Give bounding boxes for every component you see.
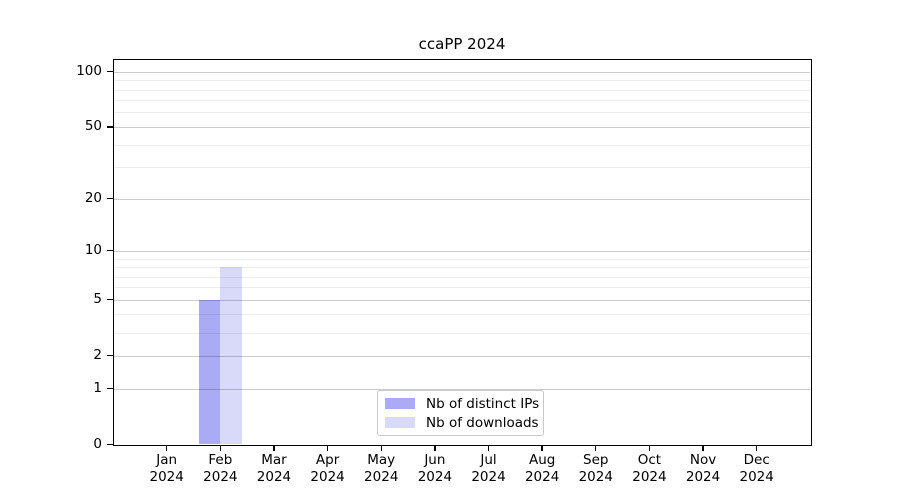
gridline-minor bbox=[114, 258, 810, 260]
x-tick-mark bbox=[380, 446, 382, 451]
x-tick-mark bbox=[755, 446, 758, 451]
x-tick-year: 2024 bbox=[578, 468, 613, 485]
x-tick-month: Jul bbox=[480, 452, 497, 468]
gridline-major bbox=[114, 299, 810, 301]
gridline-major bbox=[114, 71, 810, 73]
gridline-minor bbox=[114, 267, 810, 268]
gridline-major bbox=[114, 126, 810, 128]
y-tick-label: 2 bbox=[93, 347, 102, 364]
x-tick-year: 2024 bbox=[310, 468, 345, 485]
x-tick-month: Apr bbox=[315, 452, 340, 468]
bar-downloads bbox=[220, 267, 242, 445]
gridline-major bbox=[114, 355, 810, 357]
x-tick-month: Sep bbox=[583, 452, 609, 468]
gridline-minor bbox=[114, 100, 810, 102]
gridline-minor bbox=[114, 276, 810, 278]
x-tick-month: Dec bbox=[743, 452, 770, 468]
x-tick-mark bbox=[648, 446, 651, 451]
y-tick-label: 50 bbox=[84, 118, 102, 135]
x-tick-year: 2024 bbox=[203, 468, 238, 485]
gridline-minor bbox=[114, 332, 810, 334]
legend: Nb of distinct IPs Nb of downloads bbox=[377, 390, 544, 436]
x-tick-mark bbox=[273, 446, 275, 451]
gridline-minor bbox=[114, 80, 810, 82]
x-tick-label: Jul 2024 bbox=[457, 452, 521, 485]
legend-swatch-downloads-icon bbox=[385, 417, 415, 428]
gridline-minor bbox=[114, 144, 810, 146]
x-tick-label: Nov 2024 bbox=[671, 452, 735, 485]
x-tick-mark bbox=[541, 446, 543, 451]
x-tick-label: Dec 2024 bbox=[725, 452, 789, 485]
x-tick-label: Aug 2024 bbox=[510, 452, 574, 485]
y-tick-label: 20 bbox=[84, 190, 102, 207]
x-tick-label: Oct 2024 bbox=[617, 452, 681, 485]
legend-label-distinct-ips: Nb of distinct IPs bbox=[426, 395, 540, 412]
x-tick-month: Nov bbox=[689, 452, 717, 468]
x-tick-mark bbox=[219, 446, 222, 451]
x-tick-month: Feb bbox=[208, 452, 233, 468]
legend-label-downloads: Nb of downloads bbox=[426, 414, 539, 431]
x-tick-month: Jun bbox=[424, 452, 446, 468]
y-tick-label: 10 bbox=[84, 242, 102, 259]
gridline-major bbox=[114, 198, 810, 200]
bar-distinct-ips bbox=[198, 299, 221, 445]
y-tick-mark bbox=[106, 443, 113, 446]
chart-title: ccaPP 2024 bbox=[418, 35, 506, 53]
y-tick-mark bbox=[106, 71, 113, 73]
gridline-major bbox=[114, 250, 810, 252]
x-tick-year: 2024 bbox=[524, 468, 560, 485]
x-tick-year: 2024 bbox=[739, 468, 774, 485]
plot-area bbox=[112, 58, 812, 446]
y-tick-label: 100 bbox=[76, 63, 102, 80]
x-tick-month: Aug bbox=[528, 452, 556, 468]
y-tick-label: 1 bbox=[93, 380, 102, 396]
legend-swatch-distinct-ips-icon bbox=[385, 398, 415, 409]
y-tick-mark bbox=[106, 126, 113, 128]
x-tick-month: May bbox=[367, 452, 396, 468]
y-tick-label: 0 bbox=[93, 436, 102, 452]
x-tick-year: 2024 bbox=[685, 468, 721, 485]
x-tick-mark bbox=[487, 446, 490, 451]
x-tick-label: Jan 2024 bbox=[135, 452, 199, 485]
x-tick-year: 2024 bbox=[632, 468, 667, 485]
x-tick-year: 2024 bbox=[471, 468, 506, 485]
x-tick-month: Oct bbox=[637, 452, 662, 468]
y-tick-mark bbox=[106, 355, 113, 357]
x-tick-mark bbox=[326, 446, 329, 451]
y-tick-mark bbox=[106, 250, 113, 252]
x-tick-label: May 2024 bbox=[349, 452, 413, 485]
x-tick-month: Mar bbox=[261, 452, 287, 468]
x-tick-month: Jan bbox=[156, 452, 178, 468]
x-tick-mark bbox=[595, 446, 597, 451]
y-tick-mark bbox=[106, 299, 113, 301]
x-tick-year: 2024 bbox=[256, 468, 292, 485]
gridline-minor bbox=[114, 287, 810, 289]
x-tick-label: Apr 2024 bbox=[296, 452, 360, 485]
x-tick-label: Mar 2024 bbox=[242, 452, 306, 485]
x-tick-year: 2024 bbox=[149, 468, 184, 485]
x-tick-mark bbox=[166, 446, 168, 451]
x-tick-label: Sep 2024 bbox=[564, 452, 628, 485]
x-tick-mark bbox=[702, 446, 704, 451]
y-tick-mark bbox=[106, 197, 113, 200]
x-tick-year: 2024 bbox=[417, 468, 453, 485]
y-tick-label: 5 bbox=[93, 291, 102, 308]
gridline-minor bbox=[114, 112, 810, 114]
gridline-minor bbox=[114, 89, 810, 91]
x-tick-label: Feb 2024 bbox=[188, 452, 252, 485]
gridline-major bbox=[114, 388, 810, 390]
x-tick-mark bbox=[434, 446, 436, 451]
x-tick-label: Jun 2024 bbox=[403, 452, 467, 485]
y-tick-mark bbox=[106, 387, 113, 390]
legend-item-downloads: Nb of downloads bbox=[385, 415, 543, 431]
gridline-minor bbox=[114, 314, 810, 316]
gridline-minor bbox=[114, 167, 810, 169]
legend-item-distinct-ips: Nb of distinct IPs bbox=[385, 396, 543, 412]
x-tick-year: 2024 bbox=[364, 468, 399, 485]
